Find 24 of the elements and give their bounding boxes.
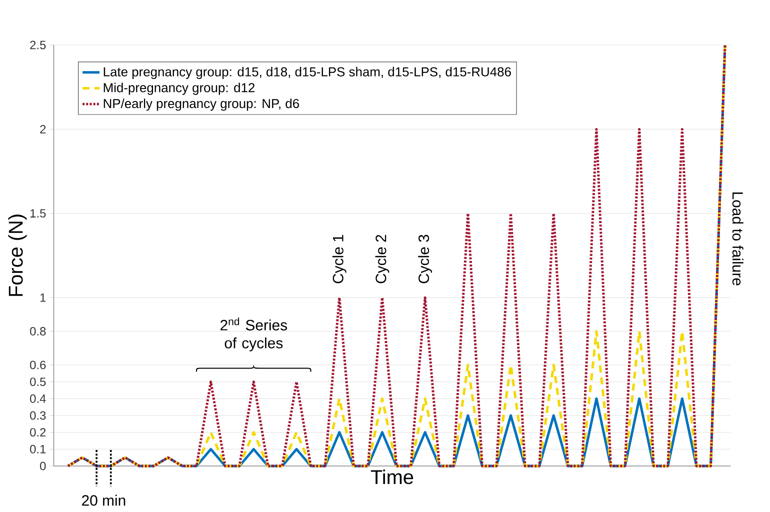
legend-label: Mid-pregnancy group: d12 xyxy=(104,82,255,95)
y-tick-label: 0.8 xyxy=(30,327,46,336)
annotation: Cycle 2 xyxy=(375,234,390,284)
legend-label: Late pregnancy group: d15, d18, d15-LPS sham, d15-LPS, d15-RU486 xyxy=(104,66,511,79)
y-tick-label: 2.5 xyxy=(30,40,46,50)
annotation: Cycle 1 xyxy=(332,234,346,284)
y-tick-label: 1 xyxy=(40,293,46,302)
y-tick-label: 0.2 xyxy=(30,428,46,437)
y-tick-label: 0.1 xyxy=(30,444,46,454)
y-tick-label: 0 xyxy=(40,462,46,470)
text: 20 min xyxy=(82,494,126,506)
annotation: 2$^{nd}$ Series of cycles xyxy=(220,318,288,352)
y-tick-label: 2 xyxy=(40,125,46,134)
y-tick-label: 0.4 xyxy=(30,394,46,403)
y-axis-title: Force (N) xyxy=(8,214,27,296)
x-axis-title: Time xyxy=(370,470,414,484)
annotation: Cycle 3 xyxy=(418,234,432,284)
y-tick-label: 0.5 xyxy=(30,378,46,386)
y-tick-label: 0.6 xyxy=(30,360,46,370)
text: Load to failure xyxy=(732,192,744,286)
legend-label: NP/early pregnancy group: NP, d6 xyxy=(104,98,299,111)
line-series xyxy=(66,44,726,468)
y-tick-label: 0.3 xyxy=(30,411,46,420)
y-tick-label: 1.5 xyxy=(30,209,46,218)
